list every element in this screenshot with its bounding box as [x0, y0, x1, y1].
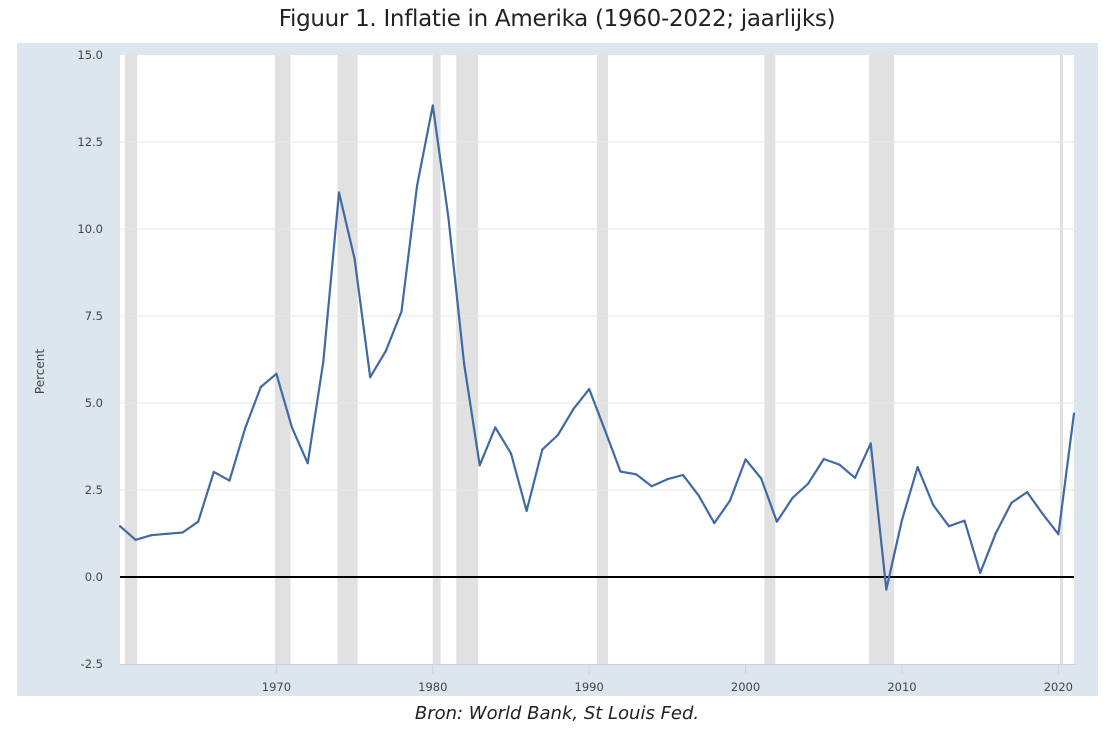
data-point: [306, 462, 309, 465]
recession-bands: [124, 55, 1064, 664]
data-point: [634, 473, 638, 476]
data-point: [353, 257, 356, 261]
data-point: [791, 496, 794, 500]
data-point: [431, 104, 434, 107]
data-point: [150, 534, 153, 537]
data-points: [118, 104, 1076, 591]
data-point: [681, 473, 685, 477]
data-point: [1041, 512, 1044, 516]
y-tick-label: 12.5: [77, 135, 103, 149]
recession-band: [597, 55, 608, 664]
y-tick-label: 2.5: [85, 483, 103, 497]
data-point: [259, 385, 262, 389]
data-point: [963, 519, 966, 522]
data-point: [384, 349, 387, 352]
data-point: [337, 191, 341, 194]
recession-band: [274, 55, 291, 664]
data-point: [807, 482, 810, 485]
data-point: [650, 485, 653, 488]
data-point: [603, 428, 606, 431]
data-point: [118, 525, 122, 528]
chart-frame: 1970 1980 1990 2000 2010 2020 -2.5 0.0 2.5 5.0 7.…: [17, 43, 1098, 696]
data-point: [1025, 490, 1029, 494]
data-point: [666, 478, 669, 481]
data-point: [697, 494, 700, 497]
data-point: [947, 525, 950, 528]
y-axis: -2.5 0.0 2.5 5.0 7.5 10.0 12.5 15.0: [77, 48, 103, 671]
x-tick-label: 2010: [887, 680, 916, 694]
data-point: [853, 476, 857, 479]
data-point: [181, 531, 184, 534]
data-point: [1010, 501, 1013, 504]
data-point: [994, 532, 997, 535]
data-point: [509, 452, 513, 455]
recession-band: [432, 55, 441, 664]
recession-band: [869, 55, 895, 664]
source-caption: Bron: World Bank, St Louis Fed.: [414, 703, 700, 724]
data-point: [760, 477, 763, 480]
data-point: [1072, 412, 1076, 415]
data-point: [165, 532, 169, 535]
data-point: [400, 310, 403, 313]
data-point: [900, 518, 904, 522]
y-tick-label: 15.0: [77, 48, 103, 62]
data-point: [416, 184, 419, 187]
data-point: [932, 503, 935, 507]
data-point: [572, 407, 575, 411]
data-point: [290, 426, 294, 429]
recession-band: [764, 55, 776, 664]
data-point: [775, 520, 778, 523]
data-point: [369, 376, 372, 379]
y-tick-label: 7.5: [85, 309, 103, 323]
x-axis: 1970 1980 1990 2000 2010 2020: [262, 664, 1073, 694]
data-point: [134, 538, 137, 541]
recession-band: [337, 55, 358, 664]
data-point: [885, 588, 888, 591]
x-tick-label: 2000: [731, 680, 760, 694]
data-point: [275, 372, 278, 375]
data-point: [197, 520, 200, 523]
data-point: [541, 448, 544, 451]
data-point: [212, 470, 215, 474]
chart-title: Figuur 1. Inflatie in Amerika (1960-2022…: [278, 6, 836, 32]
y-tick-label: 0.0: [85, 570, 103, 584]
data-point: [916, 465, 919, 469]
data-point: [588, 387, 591, 391]
data-point: [525, 509, 528, 512]
y-tick-label: 5.0: [85, 396, 103, 410]
x-tick-label: 1980: [418, 680, 447, 694]
data-point: [619, 470, 622, 473]
data-point: [494, 426, 497, 429]
data-point: [713, 521, 716, 525]
x-tick-label: 1970: [262, 680, 291, 694]
data-point: [728, 499, 732, 502]
y-tick-label: 10.0: [77, 222, 103, 236]
x-tick-label: 2020: [1044, 680, 1073, 694]
data-point: [979, 571, 982, 574]
line-chart: 1970 1980 1990 2000 2010 2020 -2.5 0.0 2.5 5.0 7.…: [33, 48, 1076, 694]
recession-band: [1059, 55, 1064, 664]
x-tick-label: 1990: [575, 680, 604, 694]
data-point: [869, 442, 872, 445]
data-point: [556, 433, 560, 437]
data-point: [322, 360, 325, 364]
data-point: [244, 427, 247, 430]
data-point: [478, 464, 481, 467]
data-point: [462, 362, 466, 365]
data-point: [838, 463, 841, 466]
data-point: [228, 479, 231, 482]
data-point: [822, 457, 825, 461]
inflation-line: [119, 104, 1076, 591]
y-axis-title: Percent: [33, 349, 47, 394]
recession-band: [456, 55, 479, 664]
y-tick-label: -2.5: [81, 657, 103, 671]
data-point: [1057, 533, 1060, 536]
data-point: [447, 216, 450, 219]
data-point: [744, 458, 747, 461]
recession-band: [124, 55, 138, 664]
gridlines: [120, 141, 1076, 665]
